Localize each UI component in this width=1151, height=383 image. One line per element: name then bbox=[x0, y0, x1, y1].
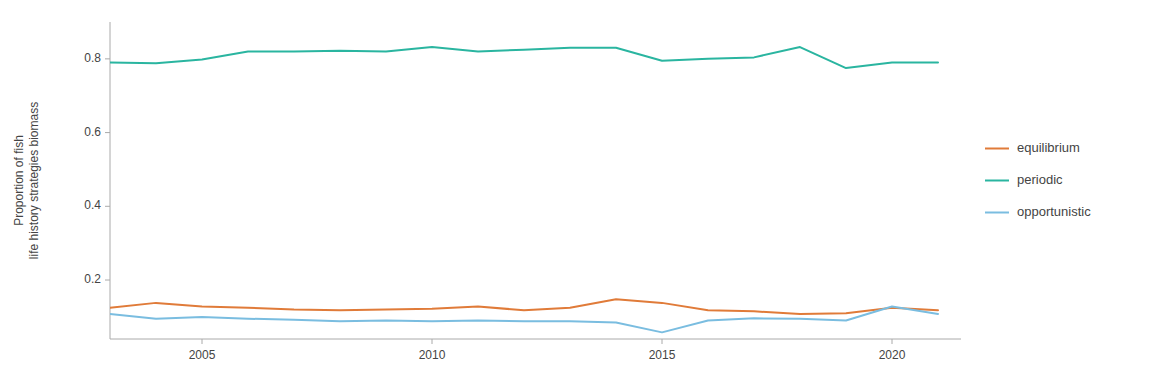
legend-swatch bbox=[985, 148, 1009, 150]
x-tick bbox=[432, 339, 433, 344]
x-tick bbox=[202, 339, 203, 344]
x-tick bbox=[892, 339, 893, 344]
chart: 0.2 0.4 0.6 0.8 2005 2010 2015 2020 Proportion o… bbox=[0, 0, 1151, 383]
series-line bbox=[110, 307, 938, 333]
series-line bbox=[110, 47, 938, 68]
legend-swatch bbox=[985, 212, 1009, 214]
y-tick bbox=[105, 58, 110, 59]
x-tick-label: 2010 bbox=[419, 348, 446, 362]
y-axis-label: Proportion of fishlife history strategie… bbox=[12, 102, 41, 259]
legend: equilibrium periodic opportunistic bbox=[985, 140, 1091, 219]
y-tick-label: 0.2 bbox=[84, 272, 101, 286]
legend-swatch bbox=[985, 180, 1009, 182]
x-axis-line bbox=[110, 339, 961, 340]
series-line bbox=[110, 299, 938, 314]
y-axis: 0.2 0.4 0.6 0.8 bbox=[84, 51, 110, 286]
x-tick-label: 2015 bbox=[649, 348, 676, 362]
y-tick-label: 0.6 bbox=[84, 125, 101, 139]
plot-area bbox=[110, 47, 938, 332]
y-tick-label: 0.4 bbox=[84, 198, 101, 212]
legend-label: opportunistic bbox=[1017, 204, 1091, 219]
legend-label: periodic bbox=[1017, 172, 1063, 187]
x-tick bbox=[662, 339, 663, 344]
chart-container: 0.2 0.4 0.6 0.8 2005 2010 2015 2020 Proportion o… bbox=[0, 0, 1151, 383]
y-axis-line bbox=[110, 22, 111, 339]
x-tick-label: 2020 bbox=[879, 348, 906, 362]
y-tick-label: 0.8 bbox=[84, 51, 101, 65]
y-tick bbox=[105, 132, 110, 133]
legend-label: equilibrium bbox=[1017, 140, 1080, 155]
x-tick-label: 2005 bbox=[189, 348, 216, 362]
y-tick bbox=[105, 206, 110, 207]
y-tick bbox=[105, 280, 110, 281]
x-axis: 2005 2010 2015 2020 bbox=[189, 339, 906, 362]
